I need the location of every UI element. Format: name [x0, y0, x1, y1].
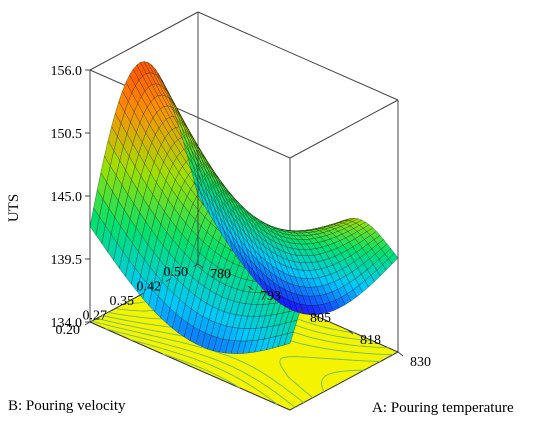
- back-top-edge: [89, 69, 291, 159]
- x-tick: [347, 329, 354, 335]
- x-tick-label: 830: [410, 355, 431, 370]
- y-tick-label: 0.50: [164, 265, 189, 280]
- right-top-edge: [289, 99, 399, 159]
- left-top-edge: [89, 11, 199, 71]
- x-tick-label: 793: [260, 289, 281, 304]
- y-tick-label: 0.35: [110, 294, 135, 309]
- box-frame-front: [89, 11, 399, 352]
- x-tick: [247, 285, 254, 291]
- z-tick-label: 145.0: [51, 190, 83, 205]
- x-tick: [197, 263, 204, 269]
- surface-patch: [388, 252, 399, 265]
- x-tick-label: 805: [310, 311, 331, 326]
- front-top-edge: [197, 11, 399, 101]
- axis-ticks: 134.0 139.5 145.0 150.5 156.0 780 793 805 818 830…: [51, 64, 432, 370]
- x-axis-label: A: Pouring temperature: [372, 400, 514, 416]
- y-tick: [138, 292, 145, 297]
- x-tick: [297, 307, 304, 313]
- x-tick-label: 818: [360, 333, 381, 348]
- z-tick-label: 150.5: [51, 127, 83, 142]
- x-tick-label: 780: [210, 267, 231, 282]
- y-tick: [192, 263, 199, 268]
- y-axis-label: B: Pouring velocity: [8, 398, 126, 414]
- y-tick: [111, 307, 118, 311]
- z-tick-label: 139.5: [51, 253, 83, 268]
- z-tick-label: 134.0: [51, 316, 83, 331]
- y-tick: [84, 321, 91, 326]
- y-tick-label: 0.20: [56, 323, 81, 338]
- z-axis-label: UTS: [6, 194, 22, 222]
- y-tick-label: 0.42: [137, 280, 162, 295]
- x-tick: [397, 351, 404, 357]
- y-tick-label: 0.27: [83, 309, 108, 324]
- z-tick-label: 156.0: [51, 64, 83, 79]
- response-surface: [89, 61, 399, 354]
- y-tick: [165, 278, 172, 282]
